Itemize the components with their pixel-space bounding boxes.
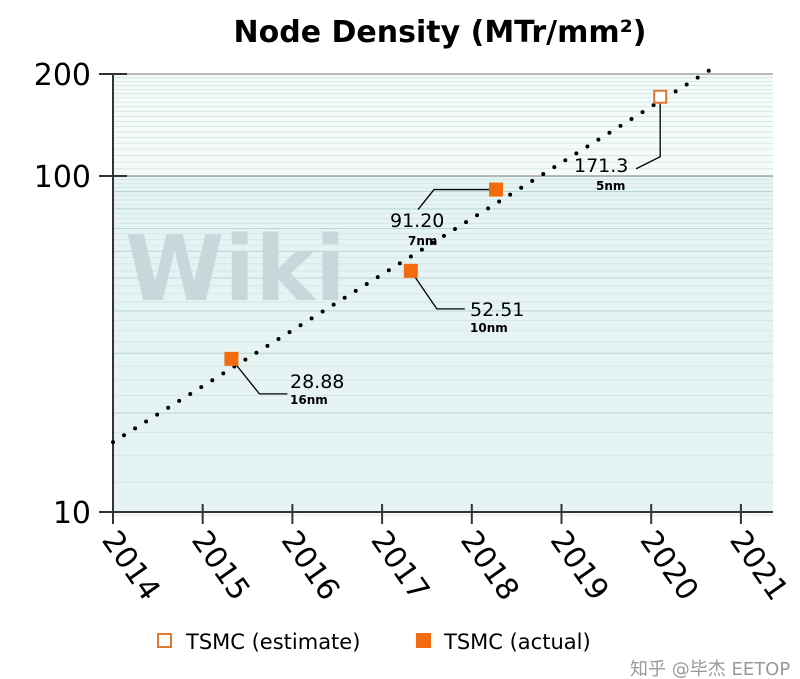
x-tick-label: 2015 — [184, 525, 256, 608]
x-tick-label: 2017 — [364, 525, 436, 608]
x-tick-label: 2016 — [274, 525, 346, 608]
legend-actual-label: TSMC (actual) — [443, 630, 591, 654]
legend-estimate-marker — [157, 633, 172, 648]
wiki-watermark-logo: Wiki — [125, 217, 346, 322]
callout-line — [417, 188, 497, 210]
chart-title: Node Density (MTr/mm²) — [234, 15, 647, 50]
x-tick-label: 2014 — [94, 525, 166, 608]
actual-point — [489, 182, 504, 197]
callout-line — [230, 358, 288, 395]
watermark-text: 知乎 @毕杰 EETOP — [630, 659, 790, 679]
node-label: 7nm — [408, 234, 437, 248]
x-tick-label: 2018 — [453, 525, 525, 608]
lower-band-background — [113, 176, 773, 512]
legend-estimate-label: TSMC (estimate) — [185, 630, 360, 654]
node-label: 10nm — [470, 321, 508, 335]
x-tick-label: 2019 — [543, 525, 615, 608]
trendline — [111, 68, 712, 445]
data-label: 28.88 — [290, 371, 344, 393]
trendline-path — [111, 68, 712, 445]
x-tick-label: 2020 — [633, 525, 705, 608]
estimate-point — [653, 89, 668, 104]
data-label: 52.51 — [470, 299, 524, 321]
actual-point — [224, 351, 239, 366]
actual-point — [403, 263, 418, 278]
node-label: 16nm — [290, 393, 328, 407]
x-tick-label: 2021 — [722, 525, 794, 608]
y-tick-label: 10 — [53, 496, 91, 531]
callout-line — [410, 270, 465, 310]
grid-lines — [113, 73, 773, 516]
legend: TSMC (estimate) TSMC (actual) — [157, 630, 591, 654]
node-label: 5nm — [596, 179, 625, 193]
data-label: 91.20 — [390, 210, 444, 232]
legend-actual-marker — [416, 633, 431, 648]
y-tick-label: 200 — [34, 58, 91, 93]
y-tick-label: 100 — [34, 160, 91, 195]
callout-line — [635, 96, 661, 170]
data-label: 171.3 — [574, 155, 628, 177]
